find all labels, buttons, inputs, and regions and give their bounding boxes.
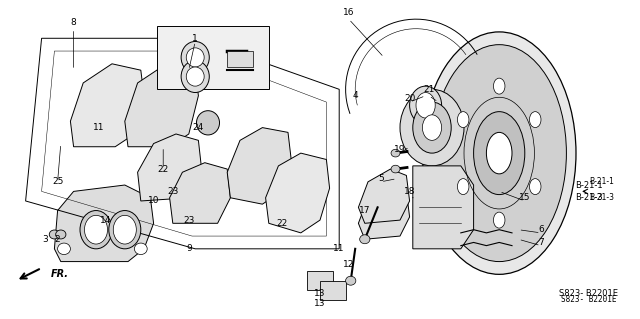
Polygon shape (266, 153, 330, 233)
Text: B-21-3: B-21-3 (575, 193, 603, 202)
Text: 17: 17 (359, 206, 371, 215)
Text: S823- B2201E: S823- B2201E (559, 289, 618, 298)
Text: 20: 20 (404, 94, 415, 103)
Text: 22: 22 (157, 165, 169, 174)
Ellipse shape (422, 32, 576, 274)
Text: 21: 21 (423, 85, 435, 94)
Text: 23: 23 (167, 187, 179, 196)
Ellipse shape (186, 48, 204, 67)
Text: 19: 19 (394, 145, 406, 154)
Ellipse shape (432, 45, 566, 262)
Ellipse shape (360, 235, 370, 244)
Text: 23: 23 (183, 216, 195, 225)
Polygon shape (138, 134, 202, 201)
Ellipse shape (113, 215, 136, 244)
Text: 18: 18 (404, 187, 415, 196)
Text: 11: 11 (93, 123, 105, 132)
Polygon shape (54, 185, 154, 262)
Ellipse shape (58, 243, 70, 255)
Text: 13: 13 (314, 299, 326, 308)
Text: 9: 9 (186, 244, 191, 253)
Ellipse shape (391, 149, 400, 157)
Ellipse shape (410, 86, 442, 124)
Polygon shape (170, 163, 230, 223)
Text: S823- B2201E: S823- B2201E (561, 295, 616, 304)
Text: B-21-1: B-21-1 (575, 181, 603, 189)
Ellipse shape (109, 211, 141, 249)
Text: 24: 24 (193, 123, 204, 132)
Text: 13: 13 (314, 289, 326, 298)
Polygon shape (307, 271, 333, 290)
Ellipse shape (474, 112, 525, 195)
Text: 16: 16 (343, 8, 355, 17)
Bar (157, 26, 269, 89)
Ellipse shape (422, 115, 442, 140)
Ellipse shape (56, 230, 66, 239)
Text: B-21-3: B-21-3 (589, 193, 614, 202)
Ellipse shape (134, 243, 147, 255)
Ellipse shape (391, 165, 400, 173)
Text: 2: 2 (55, 235, 60, 244)
Ellipse shape (416, 93, 435, 118)
Ellipse shape (486, 132, 512, 174)
Ellipse shape (493, 212, 505, 228)
Polygon shape (320, 281, 346, 300)
Text: 5: 5 (378, 174, 383, 183)
Text: 14: 14 (100, 216, 111, 225)
Ellipse shape (458, 179, 469, 195)
Polygon shape (358, 185, 410, 239)
Ellipse shape (181, 41, 209, 73)
Polygon shape (125, 64, 198, 147)
Text: B-21-1: B-21-1 (589, 177, 614, 186)
Ellipse shape (529, 112, 541, 128)
Text: 11: 11 (333, 244, 345, 253)
Text: 4: 4 (353, 91, 358, 100)
Text: 10: 10 (148, 197, 159, 205)
Ellipse shape (49, 230, 60, 239)
Text: 7: 7 (538, 238, 543, 247)
Ellipse shape (346, 276, 356, 285)
Text: 1: 1 (193, 34, 198, 43)
Ellipse shape (186, 67, 204, 86)
Ellipse shape (196, 111, 220, 135)
Text: FR.: FR. (51, 269, 69, 279)
Ellipse shape (493, 78, 505, 94)
Polygon shape (227, 128, 291, 204)
Text: 22: 22 (276, 219, 287, 228)
Ellipse shape (80, 211, 112, 249)
Text: 12: 12 (343, 260, 355, 269)
Ellipse shape (400, 89, 464, 166)
Ellipse shape (458, 112, 469, 128)
Text: 8: 8 (71, 18, 76, 27)
Text: 25: 25 (52, 177, 63, 186)
Ellipse shape (181, 61, 209, 93)
Polygon shape (413, 166, 474, 249)
Bar (227, 51, 253, 67)
Ellipse shape (84, 215, 108, 244)
Text: 15: 15 (519, 193, 531, 202)
Polygon shape (70, 64, 144, 147)
Text: 6: 6 (538, 225, 543, 234)
Ellipse shape (413, 102, 451, 153)
Text: 3: 3 (42, 235, 47, 244)
Ellipse shape (529, 179, 541, 195)
Polygon shape (358, 169, 410, 223)
